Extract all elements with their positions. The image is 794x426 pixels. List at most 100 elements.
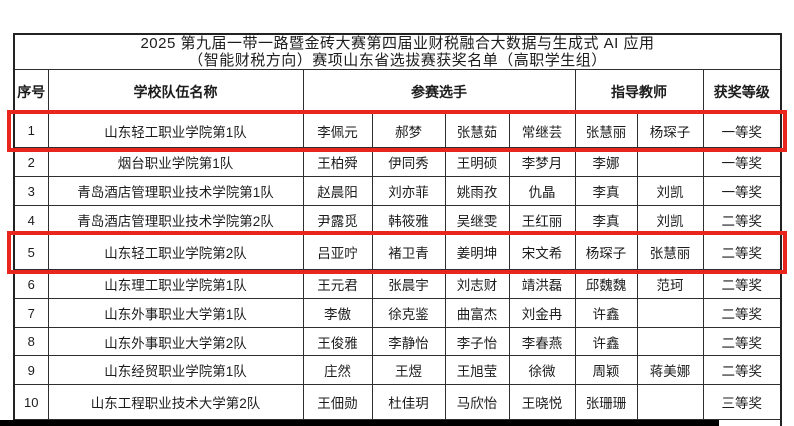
advisor-name: 李真 [574,176,638,206]
title-row: 2025 第九届一带一路暨金砖大赛第四届业财税融合大数据与生成式 AI 应用 （… [13,33,782,70]
contestant-name: 王佃勋 [302,384,373,420]
contestant-name: 王煜 [371,355,446,385]
contestant-name: 徐克鉴 [371,298,446,328]
advisor-name: 杨琛子 [636,113,704,148]
award-level: 一等奖 [702,147,782,177]
document-title-line1: 2025 第九届一带一路暨金砖大赛第四届业财税融合大数据与生成式 AI 应用 [140,35,655,52]
award-level: 二等奖 [702,327,782,356]
contestant-name: 赵晨阳 [302,176,373,206]
document-title: 2025 第九届一带一路暨金砖大赛第四届业财税融合大数据与生成式 AI 应用 （… [13,33,782,70]
advisor-name: 周颖 [574,355,638,385]
advisor-name: 李真 [574,205,638,235]
table-row: 4 青岛酒店管理职业技术学院第2队 尹露觅 韩筱雅 吴继雯 王红丽 李真 刘凯 二等奖 [13,205,782,235]
team-name: 山东理工职业学院第1队 [47,269,304,299]
advisor-name: 张慧丽 [636,234,704,270]
award-level: 二等奖 [702,355,782,385]
contestant-name: 靖洪磊 [508,269,576,299]
contestant-name: 张晨宇 [371,269,446,299]
advisor-name [636,298,704,328]
contestant-name: 李静怡 [371,327,446,356]
contestant-name: 李春燕 [508,327,576,356]
contestant-name: 李梦月 [508,147,576,177]
advisor-name: 张珊珊 [574,384,638,420]
advisor-name: 邱魏魏 [574,269,638,299]
team-name: 山东经贸职业学院第1队 [47,355,304,385]
contestant-name: 马欣怡 [444,384,510,420]
contestant-name: 郝梦 [371,113,446,148]
contestant-name: 杜佳玥 [371,384,446,420]
contestant-name: 褚卫青 [371,234,446,270]
team-name: 山东轻工职业学院第1队 [47,113,304,148]
team-name: 山东轻工职业学院第2队 [47,234,304,270]
table-row: 1 山东轻工职业学院第1队 李佩元 郝梦 张慧茹 常继芸 张慧丽 杨琛子 一等奖 [13,113,782,148]
team-name: 青岛酒店管理职业技术学院第2队 [47,205,304,235]
row-index: 6 [13,269,49,299]
advisor-name: 李娜 [574,147,638,177]
team-name: 山东外事职业大学第2队 [47,327,304,356]
advisor-name: 蒋美娜 [636,355,704,385]
table-row: 8 山东外事职业大学第2队 王俊雅 李静怡 李子怡 李春燕 许鑫 二等奖 [13,327,782,356]
contestant-name: 尹露觅 [302,205,373,235]
header-team-name: 学校队伍名称 [47,69,304,114]
table-row: 9 山东经贸职业学院第1队 庄然 王煜 王旭莹 徐微 周颖 蒋美娜 二等奖 [13,355,782,385]
header-award-level: 获奖等级 [702,69,782,114]
row-index: 8 [13,327,49,356]
contestant-name: 吕亚咛 [302,234,373,270]
row-index: 4 [13,205,49,235]
contestant-name: 王晓悦 [508,384,576,420]
contestant-name: 吴继雯 [444,205,510,235]
table-row: 10 山东工程职业技术大学第2队 王佃勋 杜佳玥 马欣怡 王晓悦 张珊珊 三等奖 [13,384,782,420]
contestant-name: 刘金冉 [508,298,576,328]
contestant-name: 刘亦菲 [371,176,446,206]
award-level: 一等奖 [702,176,782,206]
team-name: 山东工程职业技术大学第2队 [47,384,304,420]
document-title-line2: （智能财税方向）赛项山东省选拔赛获奖名单（高职学生组） [188,52,607,69]
row-index: 3 [13,176,49,206]
scan-artifact-bar [0,420,719,426]
contestant-name: 王红丽 [508,205,576,235]
contestant-name: 李傲 [302,298,373,328]
advisor-name: 许鑫 [574,298,638,328]
award-level: 二等奖 [702,205,782,235]
row-index: 9 [13,355,49,385]
row-index: 7 [13,298,49,328]
contestant-name: 伊同秀 [371,147,446,177]
contestant-name: 刘志财 [444,269,510,299]
contestant-name: 姜明坤 [444,234,510,270]
advisor-name: 杨琛子 [574,234,638,270]
award-level: 二等奖 [702,298,782,328]
row-index: 2 [13,147,49,177]
table-header-row: 序号 学校队伍名称 参赛选手 指导教师 获奖等级 [13,69,782,114]
contestant-name: 宋文希 [508,234,576,270]
contestant-name: 王柏舜 [302,147,373,177]
contestant-name: 李子怡 [444,327,510,356]
contestant-name: 姚雨孜 [444,176,510,206]
table-row: 2 烟台职业学院第1队 王柏舜 伊同秀 王明硕 李梦月 李娜 一等奖 [13,147,782,177]
team-name: 山东外事职业大学第1队 [47,298,304,328]
award-table: 2025 第九届一带一路暨金砖大赛第四届业财税融合大数据与生成式 AI 应用 （… [13,33,782,426]
team-name: 烟台职业学院第1队 [47,147,304,177]
advisor-name: 刘凯 [636,176,704,206]
advisor-name: 范珂 [636,269,704,299]
team-name: 青岛酒店管理职业技术学院第1队 [47,176,304,206]
contestant-name: 韩筱雅 [371,205,446,235]
row-index: 5 [13,234,49,270]
header-contestants: 参赛选手 [302,69,576,114]
contestant-name: 王明硕 [444,147,510,177]
row-index: 1 [13,113,49,148]
advisor-name [636,384,704,420]
award-level: 二等奖 [702,234,782,270]
header-index: 序号 [13,69,49,114]
table-row: 7 山东外事职业大学第1队 李傲 徐克鉴 曲富杰 刘金冉 许鑫 二等奖 [13,298,782,328]
row-index: 10 [13,384,49,420]
contestant-name: 曲富杰 [444,298,510,328]
contestant-name: 王俊雅 [302,327,373,356]
header-advisors: 指导教师 [574,69,704,114]
advisor-name [636,327,704,356]
advisor-name [636,147,704,177]
contestant-name: 仇晶 [508,176,576,206]
table-row: 6 山东理工职业学院第1队 王元君 张晨宇 刘志财 靖洪磊 邱魏魏 范珂 二等奖 [13,269,782,299]
contestant-name: 徐微 [508,355,576,385]
contestant-name: 王旭莹 [444,355,510,385]
